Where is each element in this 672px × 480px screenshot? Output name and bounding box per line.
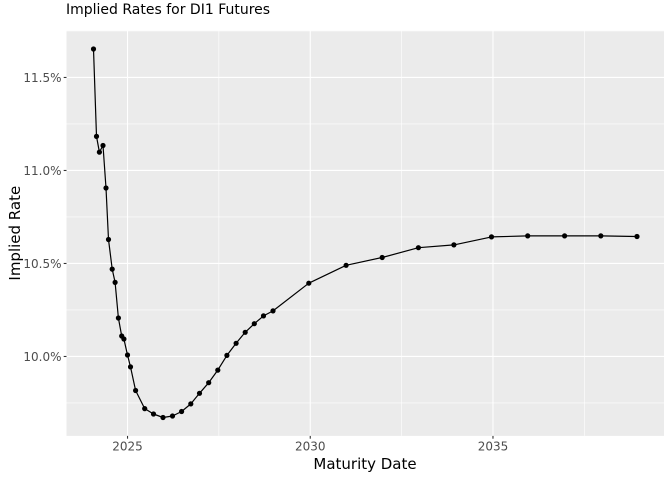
- data-point: [598, 233, 604, 239]
- data-point: [127, 364, 134, 370]
- y-tick-labels: 10.0% 10.5% 11.0% 11.5%: [23, 71, 61, 364]
- plot-panel: [66, 30, 664, 436]
- y-tick-label: 11.0%: [23, 164, 61, 178]
- data-point: [112, 279, 118, 285]
- data-point: [105, 236, 112, 243]
- x-tick-label: 2030: [295, 440, 326, 454]
- data-point: [224, 352, 230, 358]
- data-point: [133, 387, 139, 394]
- major-gridlines: [66, 30, 664, 436]
- x-tick-label: 2025: [112, 440, 143, 454]
- data-point: [233, 340, 239, 346]
- y-tick-label: 10.0%: [23, 350, 61, 364]
- data-point: [242, 329, 248, 335]
- x-tick-label: 2035: [478, 440, 509, 454]
- chart-title: Implied Rates for DI1 Futures: [66, 2, 270, 18]
- data-point: [251, 321, 257, 327]
- data-point: [90, 46, 97, 52]
- data-point: [150, 411, 157, 417]
- data-point: [270, 308, 276, 314]
- data-point: [415, 245, 421, 251]
- data-point: [488, 234, 495, 240]
- data-series: [90, 46, 640, 421]
- data-point: [562, 233, 568, 239]
- data-point: [379, 254, 385, 261]
- data-point: [525, 233, 531, 239]
- data-point: [109, 266, 115, 272]
- data-point: [103, 185, 109, 191]
- data-point: [215, 367, 221, 373]
- y-tick-label: 11.5%: [23, 71, 61, 85]
- data-point: [96, 149, 102, 155]
- data-point: [634, 233, 640, 240]
- data-point: [115, 315, 121, 321]
- data-point: [100, 142, 106, 149]
- data-point: [160, 414, 166, 421]
- axis-tick-marks: [63, 76, 494, 439]
- data-point: [206, 380, 212, 386]
- data-point: [188, 401, 194, 407]
- data-point: [451, 242, 457, 248]
- data-point: [169, 413, 176, 419]
- data-point: [93, 133, 100, 139]
- data-point: [179, 408, 185, 415]
- data-point: [343, 262, 349, 268]
- data-point: [196, 390, 203, 396]
- minor-gridlines: [66, 30, 664, 436]
- x-tick-labels: 2025 2030 2035: [112, 440, 508, 454]
- data-point: [121, 336, 127, 342]
- y-axis-title: Implied Rate: [6, 186, 24, 281]
- data-point: [124, 352, 131, 358]
- y-tick-label: 10.5%: [23, 257, 61, 271]
- data-point: [306, 280, 312, 286]
- x-axis-title: Maturity Date: [313, 455, 416, 473]
- data-point: [260, 313, 267, 319]
- data-point: [142, 406, 148, 412]
